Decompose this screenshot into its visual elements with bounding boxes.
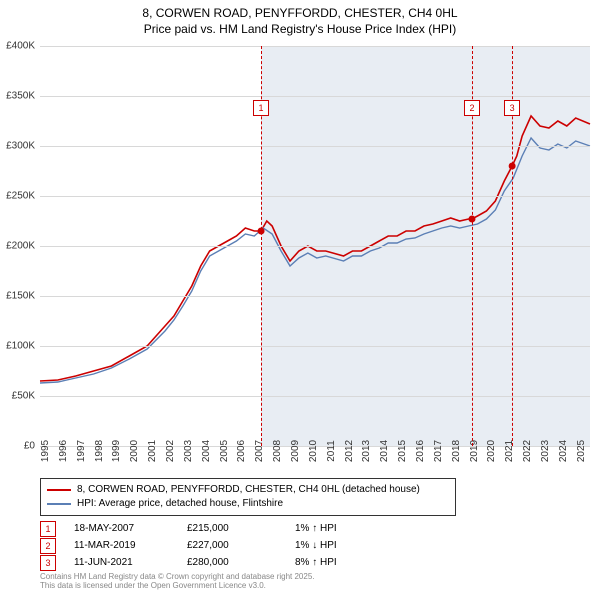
y-tick-label: £300K xyxy=(6,141,35,152)
x-tick-label: 2025 xyxy=(576,440,587,462)
x-tick-label: 2009 xyxy=(290,440,301,462)
gridline xyxy=(40,346,590,347)
event-num: 2 xyxy=(40,538,56,554)
x-tick-label: 2000 xyxy=(129,440,140,462)
y-tick-label: £400K xyxy=(6,41,35,52)
x-tick-label: 2018 xyxy=(451,440,462,462)
chart-title: 8, CORWEN ROAD, PENYFFORDD, CHESTER, CH4… xyxy=(0,0,600,37)
x-tick-label: 2006 xyxy=(236,440,247,462)
event-row: 1 18-MAY-2007 £215,000 1% ↑ HPI xyxy=(40,520,580,537)
x-tick-label: 2008 xyxy=(272,440,283,462)
y-tick-label: £0 xyxy=(24,441,35,452)
y-tick-label: £100K xyxy=(6,341,35,352)
y-tick-label: £350K xyxy=(6,91,35,102)
title-line2: Price paid vs. HM Land Registry's House … xyxy=(0,22,600,38)
event-date: 11-JUN-2021 xyxy=(74,557,169,568)
x-tick-label: 2013 xyxy=(361,440,372,462)
event-row: 3 11-JUN-2021 £280,000 8% ↑ HPI xyxy=(40,554,580,571)
event-date: 18-MAY-2007 xyxy=(74,523,169,534)
event-price: £280,000 xyxy=(187,557,277,568)
marker-label: 3 xyxy=(504,100,520,116)
x-tick-label: 2015 xyxy=(397,440,408,462)
x-tick-label: 1995 xyxy=(40,440,51,462)
footer-line2: This data is licensed under the Open Gov… xyxy=(40,582,315,591)
marker-label: 2 xyxy=(464,100,480,116)
x-tick-label: 2005 xyxy=(219,440,230,462)
gridline xyxy=(40,96,590,97)
legend-label-hpi: HPI: Average price, detached house, Flin… xyxy=(77,497,283,511)
event-row: 2 11-MAR-2019 £227,000 1% ↓ HPI xyxy=(40,537,580,554)
event-price: £227,000 xyxy=(187,540,277,551)
marker-label: 1 xyxy=(253,100,269,116)
x-tick-label: 2001 xyxy=(147,440,158,462)
series-line xyxy=(40,116,590,381)
event-list: 1 18-MAY-2007 £215,000 1% ↑ HPI 2 11-MAR-2019… xyxy=(40,520,580,571)
event-date: 11-MAR-2019 xyxy=(74,540,169,551)
y-tick-label: £50K xyxy=(12,391,35,402)
y-tick-label: £200K xyxy=(6,241,35,252)
x-tick-label: 2020 xyxy=(486,440,497,462)
x-tick-label: 2023 xyxy=(540,440,551,462)
gridline xyxy=(40,296,590,297)
event-price: £215,000 xyxy=(187,523,277,534)
x-tick-label: 2011 xyxy=(326,440,337,462)
legend-swatch-hpi xyxy=(47,503,71,505)
legend-label-property: 8, CORWEN ROAD, PENYFFORDD, CHESTER, CH4… xyxy=(77,483,420,497)
legend-swatch-property xyxy=(47,489,71,491)
legend-item-property: 8, CORWEN ROAD, PENYFFORDD, CHESTER, CH4… xyxy=(47,483,449,497)
title-line1: 8, CORWEN ROAD, PENYFFORDD, CHESTER, CH4… xyxy=(0,6,600,22)
x-tick-label: 2003 xyxy=(183,440,194,462)
x-tick-label: 1996 xyxy=(58,440,69,462)
x-tick-label: 2019 xyxy=(469,440,480,462)
y-tick-label: £250K xyxy=(6,191,35,202)
event-num: 3 xyxy=(40,555,56,571)
x-tick-label: 2002 xyxy=(165,440,176,462)
x-tick-label: 2016 xyxy=(415,440,426,462)
x-tick-label: 2021 xyxy=(504,440,515,462)
x-tick-label: 2012 xyxy=(344,440,355,462)
event-change: 1% ↑ HPI xyxy=(295,523,405,534)
x-tick-label: 2007 xyxy=(254,440,265,462)
x-tick-label: 2024 xyxy=(558,440,569,462)
x-tick-label: 2017 xyxy=(433,440,444,462)
y-tick-label: £150K xyxy=(6,291,35,302)
legend-item-hpi: HPI: Average price, detached house, Flin… xyxy=(47,497,449,511)
legend-box: 8, CORWEN ROAD, PENYFFORDD, CHESTER, CH4… xyxy=(40,478,456,516)
x-tick-label: 2010 xyxy=(308,440,319,462)
gridline xyxy=(40,396,590,397)
x-tick-label: 1999 xyxy=(111,440,122,462)
x-tick-label: 2004 xyxy=(201,440,212,462)
gridline xyxy=(40,46,590,47)
gridline xyxy=(40,146,590,147)
x-tick-label: 2022 xyxy=(522,440,533,462)
event-change: 8% ↑ HPI xyxy=(295,557,405,568)
chart-plot-area: £0£50K£100K£150K£200K£250K£300K£350K£400… xyxy=(40,46,590,446)
gridline xyxy=(40,196,590,197)
x-tick-label: 2014 xyxy=(379,440,390,462)
x-tick-label: 1998 xyxy=(94,440,105,462)
x-tick-label: 1997 xyxy=(76,440,87,462)
event-num: 1 xyxy=(40,521,56,537)
gridline xyxy=(40,246,590,247)
event-change: 1% ↓ HPI xyxy=(295,540,405,551)
footer-attribution: Contains HM Land Registry data © Crown c… xyxy=(40,573,315,591)
